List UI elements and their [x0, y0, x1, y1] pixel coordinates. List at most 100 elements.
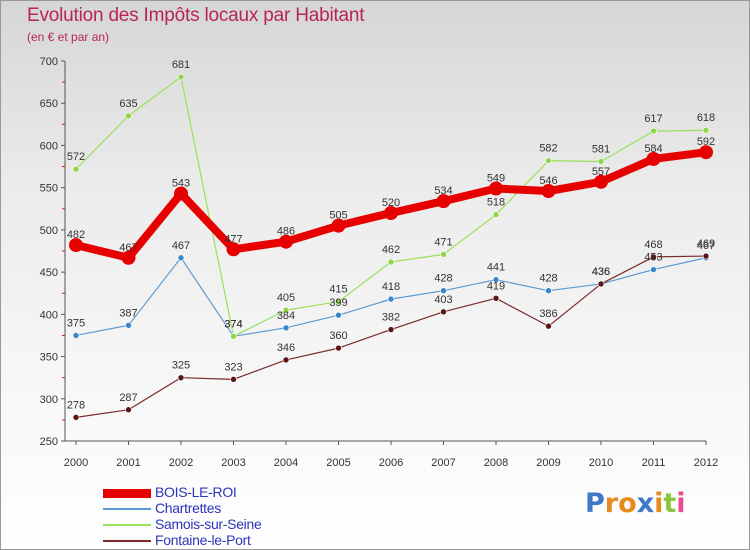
x-tick-label: 2011: [642, 457, 666, 469]
legend-swatch: [103, 508, 151, 510]
data-label-BOIS-LE-ROI: 543: [172, 178, 190, 190]
logo-letter: P: [585, 488, 605, 519]
data-label-BOIS-LE-ROI: 584: [644, 143, 662, 155]
data-point-Fontaine-le-Port: [440, 308, 447, 316]
data-label-Chartrettes: 399: [329, 297, 347, 309]
logo-letter: r: [604, 488, 619, 519]
data-point-Samois-sur-Seine: [177, 73, 185, 81]
data-label-Fontaine-le-Port: 360: [329, 330, 347, 342]
legend-item-Chartrettes: Chartrettes: [103, 500, 323, 516]
data-point-BOIS-LE-ROI: [174, 186, 188, 201]
data-point-Fontaine-le-Port: [72, 414, 80, 421]
data-label-Fontaine-le-Port: 382: [382, 312, 400, 324]
data-point-BOIS-LE-ROI: [331, 218, 346, 233]
data-label-Samois-sur-Seine: 374: [224, 318, 242, 330]
data-label-Samois-sur-Seine: 572: [67, 151, 85, 163]
data-label-BOIS-LE-ROI: 534: [434, 185, 452, 197]
x-tick-label: 2005: [326, 457, 350, 469]
data-point-Chartrettes: [125, 322, 132, 329]
legend: BOIS-LE-ROI Chartrettes Samois-sur-Seine Fo…: [103, 484, 323, 548]
data-label-Samois-sur-Seine: 582: [539, 143, 557, 155]
legend-item-Fontaine-le-Port: Fontaine-le-Port: [103, 532, 323, 548]
logo-letter: t: [663, 488, 677, 519]
y-tick-label: 500: [40, 225, 58, 237]
data-label-Fontaine-le-Port: 403: [434, 294, 452, 306]
data-label-Chartrettes: 436: [592, 266, 610, 278]
data-label-Chartrettes: 467: [697, 240, 715, 252]
x-tick-label: 2009: [536, 457, 560, 469]
data-point-Fontaine-le-Port: [125, 406, 132, 414]
data-point-Samois-sur-Seine: [335, 298, 342, 305]
data-point-BOIS-LE-ROI: [69, 238, 83, 253]
data-point-Fontaine-le-Port: [335, 344, 342, 352]
data-point-BOIS-LE-ROI: [489, 181, 503, 196]
x-tick-label: 2012: [694, 457, 718, 469]
data-label-Samois-sur-Seine: 415: [329, 284, 347, 296]
data-label-Chartrettes: 374: [224, 318, 242, 330]
data-point-Samois-sur-Seine: [282, 306, 290, 314]
data-label-Fontaine-le-Port: 386: [539, 308, 557, 320]
data-label-Fontaine-le-Port: 287: [119, 392, 137, 404]
data-label-Fontaine-le-Port: 419: [487, 280, 505, 292]
data-label-Chartrettes: 387: [119, 307, 137, 319]
legend-swatch: [103, 488, 151, 498]
data-label-Samois-sur-Seine: 405: [277, 292, 295, 304]
data-point-Fontaine-le-Port: [282, 356, 290, 364]
x-tick-label: 2004: [274, 457, 298, 469]
legend-item-BOIS-LE-ROI: BOIS-LE-ROI: [103, 484, 323, 500]
logo-letter: i: [676, 488, 686, 519]
data-label-Chartrettes: 441: [487, 262, 505, 274]
data-point-Fontaine-le-Port: [702, 252, 710, 260]
data-label-Samois-sur-Seine: 581: [592, 143, 610, 155]
data-point-BOIS-LE-ROI: [541, 184, 556, 199]
data-label-BOIS-LE-ROI: 477: [224, 233, 242, 245]
data-point-BOIS-LE-ROI: [594, 174, 608, 189]
data-label-Samois-sur-Seine: 462: [382, 244, 400, 256]
data-label-BOIS-LE-ROI: 592: [697, 136, 715, 148]
data-label-Chartrettes: 375: [67, 317, 85, 329]
data-label-Samois-sur-Seine: 471: [434, 236, 452, 248]
data-point-Chartrettes: [492, 276, 500, 284]
legend-swatch: [103, 540, 151, 542]
y-tick-label: 600: [40, 140, 58, 152]
data-label-Fontaine-le-Port: 469: [697, 238, 715, 250]
data-label-BOIS-LE-ROI: 557: [592, 166, 610, 178]
legend-swatch: [103, 524, 151, 526]
data-point-Samois-sur-Seine: [230, 332, 237, 340]
data-label-BOIS-LE-ROI: 467: [119, 242, 137, 254]
x-tick-label: 2002: [169, 457, 193, 469]
data-point-Chartrettes: [282, 324, 290, 332]
data-point-BOIS-LE-ROI: [384, 206, 398, 220]
data-label-Chartrettes: 467: [172, 240, 190, 252]
data-label-Fontaine-le-Port: 346: [277, 342, 295, 354]
series-points: [69, 73, 713, 421]
data-label-Samois-sur-Seine: 617: [644, 113, 662, 125]
data-label-Chartrettes: 384: [277, 310, 295, 322]
legend-label: Fontaine-le-Port: [155, 532, 251, 548]
y-tick-label: 350: [40, 352, 58, 364]
data-point-Samois-sur-Seine: [387, 258, 395, 266]
data-point-Chartrettes: [177, 254, 185, 262]
data-point-Fontaine-le-Port: [177, 374, 185, 381]
data-point-BOIS-LE-ROI: [279, 234, 293, 249]
logo-letter: i: [654, 488, 664, 519]
data-point-Fontaine-le-Port: [387, 326, 395, 333]
data-point-Chartrettes: [72, 332, 80, 339]
chart-subtitle: (en € et par an): [27, 30, 110, 44]
data-label-Fontaine-le-Port: 468: [644, 239, 662, 251]
data-point-Chartrettes: [387, 295, 395, 303]
data-point-Fontaine-le-Port: [545, 322, 552, 330]
axes: 250 300 350 400 450 500 550 600 650 700 2000 2001 20…: [40, 56, 719, 469]
data-label-BOIS-LE-ROI: 486: [277, 226, 295, 238]
data-label-Fontaine-le-Port: 325: [172, 360, 190, 372]
data-point-BOIS-LE-ROI: [699, 145, 713, 160]
data-point-BOIS-LE-ROI: [436, 194, 451, 209]
data-point-BOIS-LE-ROI: [646, 151, 661, 166]
data-point-Samois-sur-Seine: [125, 112, 132, 120]
data-label-BOIS-LE-ROI: 505: [329, 210, 347, 222]
y-tick-label: 250: [40, 436, 58, 448]
data-point-Fontaine-le-Port: [230, 376, 237, 383]
data-label-Chartrettes: 453: [644, 252, 662, 264]
data-point-Samois-sur-Seine: [702, 126, 710, 134]
